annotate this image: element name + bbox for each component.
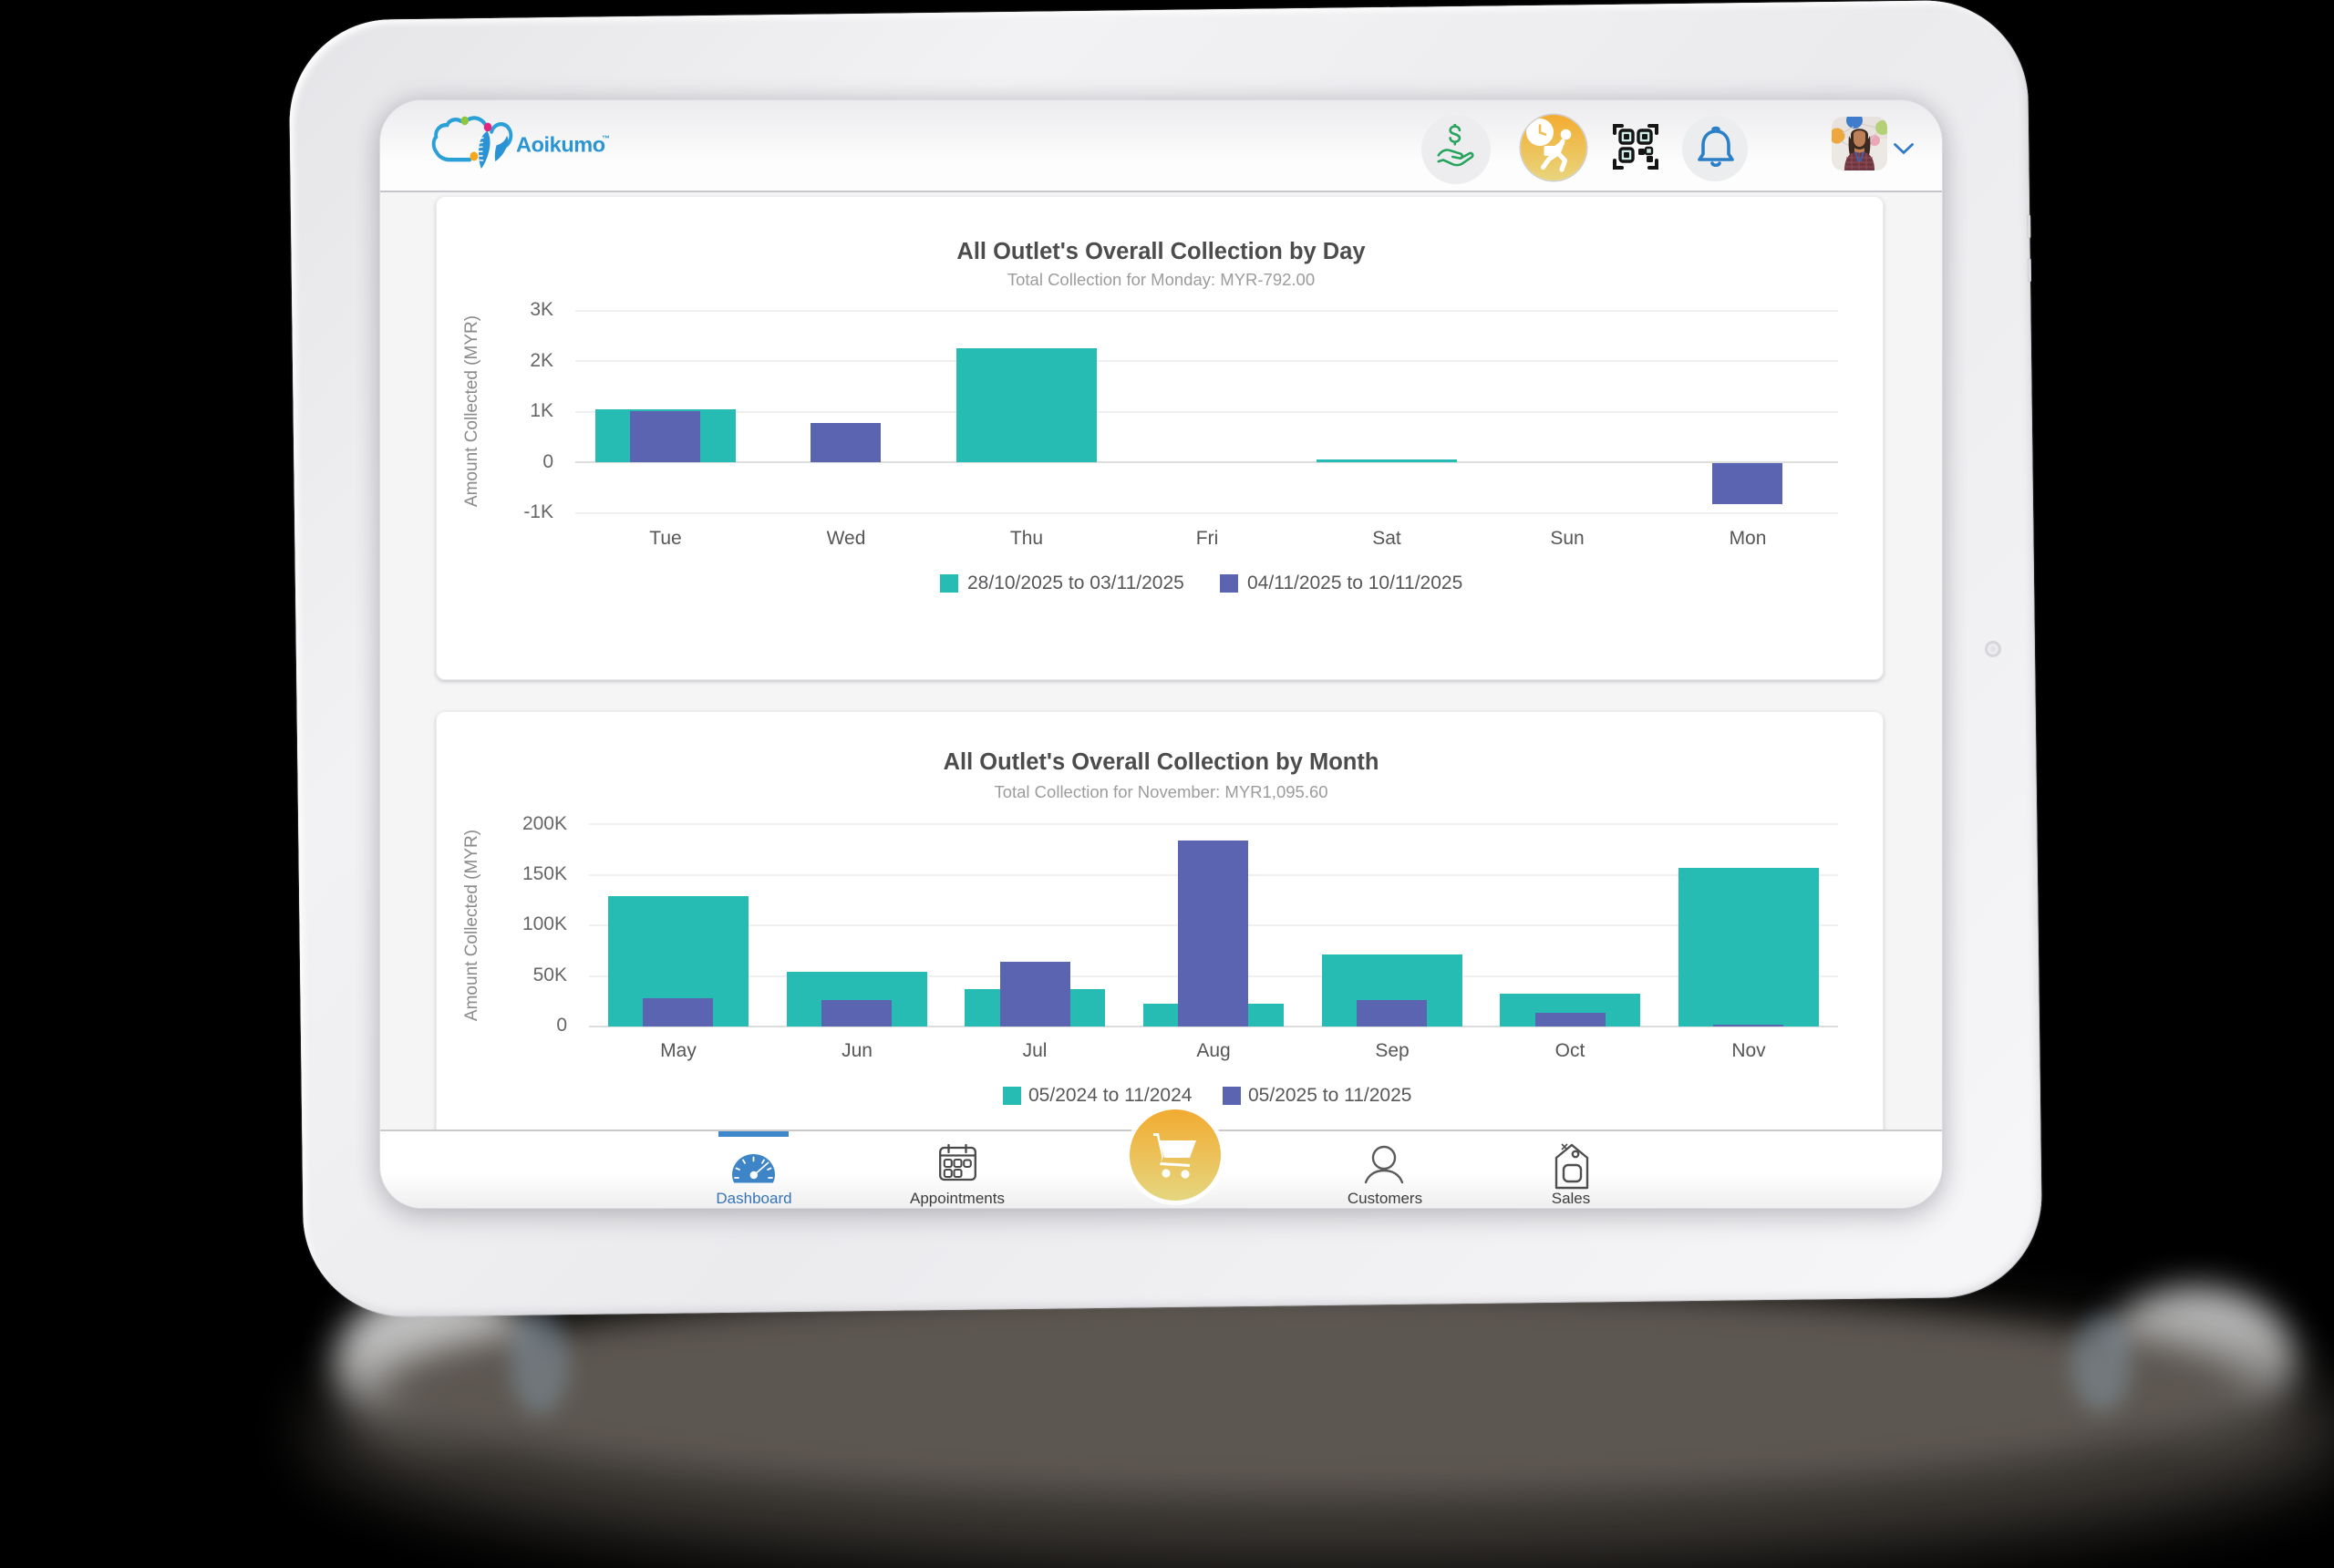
svg-text:Aoikumo: Aoikumo (516, 133, 605, 157)
svg-text:™: ™ (602, 134, 610, 143)
